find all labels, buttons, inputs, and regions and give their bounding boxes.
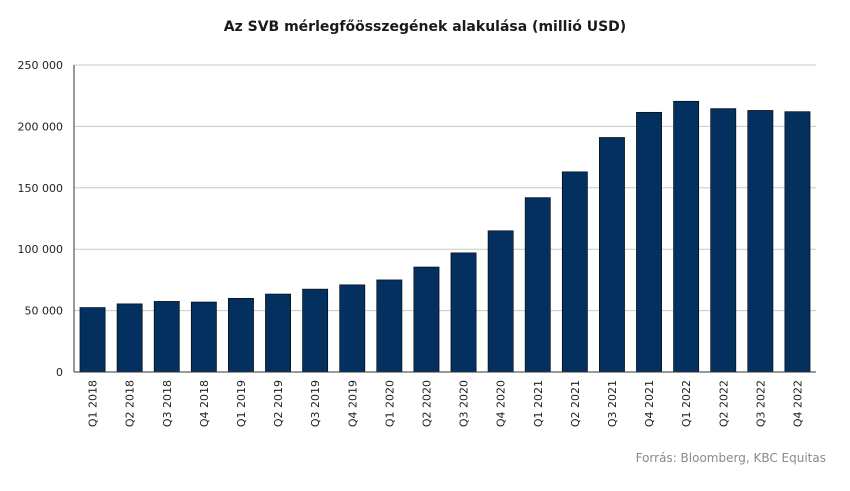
bar	[710, 108, 737, 373]
chart-title: Az SVB mérlegfőösszegének alakulása (mil…	[223, 19, 627, 35]
x-tick-label: Q4 2022	[791, 380, 804, 427]
x-tick-label: Q4 2020	[495, 380, 508, 427]
y-tick-label: 250 000	[18, 59, 64, 72]
y-tick-label: 0	[56, 366, 63, 379]
bar	[228, 298, 254, 373]
bar	[265, 293, 291, 373]
x-tick-label: Q3 2021	[606, 380, 619, 427]
bar	[116, 303, 143, 373]
bar	[784, 111, 811, 373]
bar	[487, 230, 514, 373]
bar	[339, 284, 366, 373]
x-tick-label: Q3 2019	[309, 380, 322, 427]
x-tick-label: Q4 2021	[643, 380, 656, 427]
bars	[79, 100, 811, 373]
x-tick-label: Q2 2019	[272, 380, 285, 427]
x-tick-label: Q4 2019	[346, 380, 359, 427]
x-tick-labels: Q1 2018 Q2 2018 Q3 2018 Q4 2018 Q1 2019 Q2 20…	[87, 380, 805, 427]
x-tick-label: Q3 2022	[754, 380, 767, 427]
bar	[599, 137, 625, 373]
x-tick-label: Q1 2020	[383, 380, 396, 427]
y-tick-label: 200 000	[18, 120, 64, 133]
x-tick-label: Q1 2019	[235, 380, 248, 427]
bar	[413, 266, 440, 373]
bar	[302, 288, 329, 373]
bar	[376, 279, 403, 373]
x-tick-label: Q2 2021	[569, 380, 582, 427]
source-note: Forrás: Bloomberg, KBC Equitas	[635, 451, 826, 465]
bar	[153, 301, 180, 373]
x-tick-label: Q2 2020	[420, 380, 433, 427]
y-tick-labels: 0 50 000 100 000 150 000 200 000 250 000	[18, 59, 64, 379]
x-tick-label: Q1 2021	[532, 380, 545, 427]
bar	[450, 252, 477, 373]
bar	[747, 110, 774, 373]
bar	[190, 301, 217, 373]
x-tick-label: Q2 2022	[717, 380, 730, 427]
gridlines	[74, 64, 816, 312]
bar	[673, 100, 700, 373]
bar	[79, 307, 106, 373]
x-tick-label: Q4 2018	[198, 380, 211, 427]
y-tick-label: 50 000	[25, 305, 64, 318]
bar	[636, 111, 662, 373]
x-tick-label: Q3 2018	[161, 380, 174, 427]
y-tick-label: 100 000	[18, 243, 64, 256]
y-tick-label: 150 000	[18, 182, 64, 195]
x-tick-label: Q3 2020	[458, 380, 471, 427]
x-tick-label: Q1 2022	[680, 380, 693, 427]
bar	[524, 197, 551, 373]
x-tick-label: Q2 2018	[124, 380, 137, 427]
x-tick-label: Q1 2018	[87, 380, 100, 427]
bar	[561, 171, 588, 373]
axes	[73, 65, 816, 373]
